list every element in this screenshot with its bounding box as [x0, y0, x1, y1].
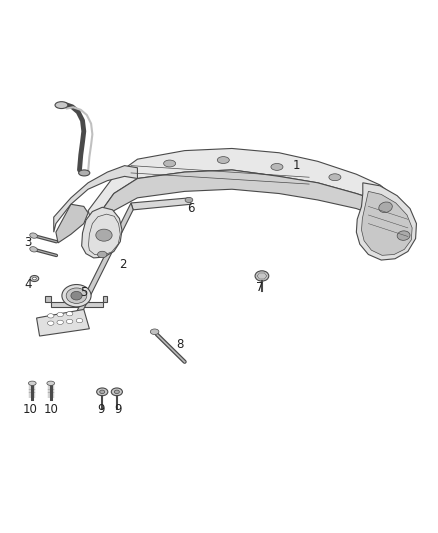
Text: 9: 9: [114, 402, 122, 416]
Text: 7: 7: [256, 280, 264, 294]
Ellipse shape: [164, 160, 176, 167]
Ellipse shape: [55, 102, 68, 109]
Ellipse shape: [57, 320, 64, 325]
Polygon shape: [45, 296, 51, 302]
Polygon shape: [56, 204, 88, 243]
Ellipse shape: [111, 388, 122, 395]
Ellipse shape: [329, 174, 341, 181]
Polygon shape: [103, 296, 107, 302]
Ellipse shape: [185, 197, 193, 203]
Ellipse shape: [114, 390, 119, 393]
Ellipse shape: [66, 288, 87, 303]
Text: 10: 10: [43, 402, 58, 416]
Polygon shape: [36, 310, 89, 336]
Ellipse shape: [150, 329, 159, 335]
Polygon shape: [361, 191, 412, 255]
Text: 9: 9: [97, 402, 105, 416]
Ellipse shape: [32, 277, 36, 280]
Ellipse shape: [57, 312, 64, 317]
Ellipse shape: [47, 314, 54, 318]
Ellipse shape: [379, 202, 392, 213]
Ellipse shape: [67, 312, 73, 316]
Ellipse shape: [96, 229, 112, 241]
Text: 6: 6: [187, 202, 195, 215]
Polygon shape: [357, 183, 417, 260]
Text: 2: 2: [119, 258, 126, 271]
Ellipse shape: [30, 247, 37, 252]
Ellipse shape: [76, 318, 83, 322]
Polygon shape: [51, 302, 103, 308]
Ellipse shape: [255, 271, 269, 281]
Text: 8: 8: [176, 338, 183, 351]
Ellipse shape: [47, 381, 55, 385]
Polygon shape: [75, 203, 133, 320]
Ellipse shape: [100, 390, 105, 393]
Ellipse shape: [271, 164, 283, 171]
Ellipse shape: [28, 381, 36, 385]
Text: 4: 4: [24, 278, 32, 291]
Polygon shape: [92, 170, 382, 239]
Text: 3: 3: [24, 237, 32, 249]
Polygon shape: [88, 149, 391, 223]
Text: 10: 10: [23, 402, 38, 416]
Polygon shape: [131, 198, 191, 210]
Ellipse shape: [47, 321, 54, 325]
Ellipse shape: [397, 231, 410, 240]
Ellipse shape: [98, 251, 107, 257]
Ellipse shape: [217, 157, 230, 164]
Ellipse shape: [71, 292, 82, 300]
Ellipse shape: [30, 233, 37, 238]
Text: 1: 1: [293, 159, 300, 172]
Ellipse shape: [97, 388, 108, 395]
Text: 5: 5: [80, 286, 88, 299]
Ellipse shape: [62, 285, 91, 307]
Ellipse shape: [79, 170, 90, 176]
Polygon shape: [81, 207, 122, 258]
Ellipse shape: [67, 319, 73, 324]
Ellipse shape: [30, 276, 39, 281]
Polygon shape: [54, 166, 138, 232]
